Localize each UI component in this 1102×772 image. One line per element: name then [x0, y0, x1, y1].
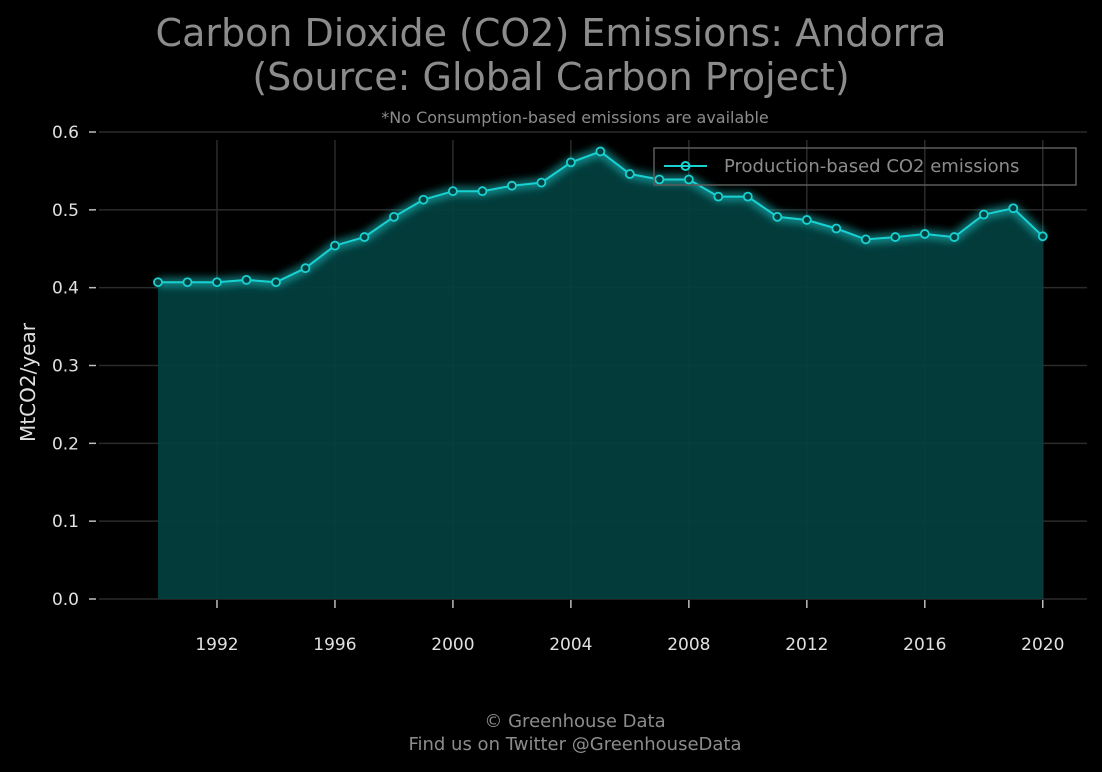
- legend: Production-based CO2 emissions: [653, 147, 1077, 186]
- data-point: [949, 232, 960, 242]
- x-tick-label: 2008: [667, 635, 710, 655]
- x-tick-label: 1992: [195, 635, 238, 655]
- x-tick-label: 2000: [431, 635, 474, 655]
- data-point: [389, 211, 399, 222]
- y-tick-label: 0.6: [52, 123, 79, 143]
- series-area-fill: [157, 151, 1043, 599]
- chart-title-line-1: Carbon Dioxide (CO2) Emissions: Andorra: [155, 11, 947, 55]
- data-point: [683, 174, 694, 185]
- data-point: [536, 177, 547, 188]
- data-point: [182, 277, 193, 288]
- data-point: [860, 234, 871, 245]
- data-point: [565, 157, 576, 168]
- x-tick-label: 2004: [549, 635, 592, 655]
- data-point: [831, 223, 842, 234]
- data-point: [359, 232, 370, 242]
- data-point: [919, 229, 930, 239]
- data-point: [772, 211, 783, 222]
- data-point: [654, 174, 665, 185]
- footer-twitter: Find us on Twitter @GreenhouseData: [408, 734, 742, 755]
- y-tick-label: 0.5: [52, 201, 79, 221]
- data-point: [418, 194, 429, 205]
- legend-label: Production-based CO2 emissions: [724, 156, 1019, 177]
- data-point: [890, 232, 901, 242]
- data-point: [506, 180, 517, 191]
- y-tick-label: 0.4: [52, 279, 79, 299]
- data-point: [153, 277, 163, 288]
- footer-copyright: © Greenhouse Data: [484, 711, 666, 732]
- data-point: [448, 186, 458, 197]
- y-axis-label: MtCO2/year: [16, 322, 40, 442]
- data-point: [1037, 231, 1048, 242]
- data-point: [271, 277, 281, 288]
- data-point: [330, 240, 340, 251]
- x-tick-label: 2020: [1021, 635, 1064, 655]
- data-point: [742, 191, 753, 202]
- chart-subtitle: *No Consumption-based emissions are avai…: [381, 108, 769, 127]
- chart-title-line-2: (Source: Global Carbon Project): [252, 55, 850, 99]
- x-tick-label: 1996: [313, 635, 356, 655]
- x-tick-label: 2016: [903, 635, 946, 655]
- y-tick-label: 0.0: [52, 590, 79, 610]
- y-tick-label: 0.1: [52, 512, 79, 532]
- data-point: [595, 146, 606, 157]
- legend-marker-icon: [680, 161, 691, 171]
- data-point: [801, 215, 812, 225]
- data-point: [978, 209, 989, 220]
- data-point: [300, 263, 311, 274]
- y-tick-label: 0.3: [52, 357, 79, 377]
- data-point: [624, 169, 635, 179]
- data-point: [241, 274, 252, 285]
- data-point: [477, 186, 488, 197]
- data-point: [212, 277, 222, 288]
- x-tick-label: 2012: [785, 635, 828, 655]
- data-point: [1008, 203, 1019, 214]
- data-point: [713, 191, 724, 202]
- y-tick-label: 0.2: [52, 434, 79, 454]
